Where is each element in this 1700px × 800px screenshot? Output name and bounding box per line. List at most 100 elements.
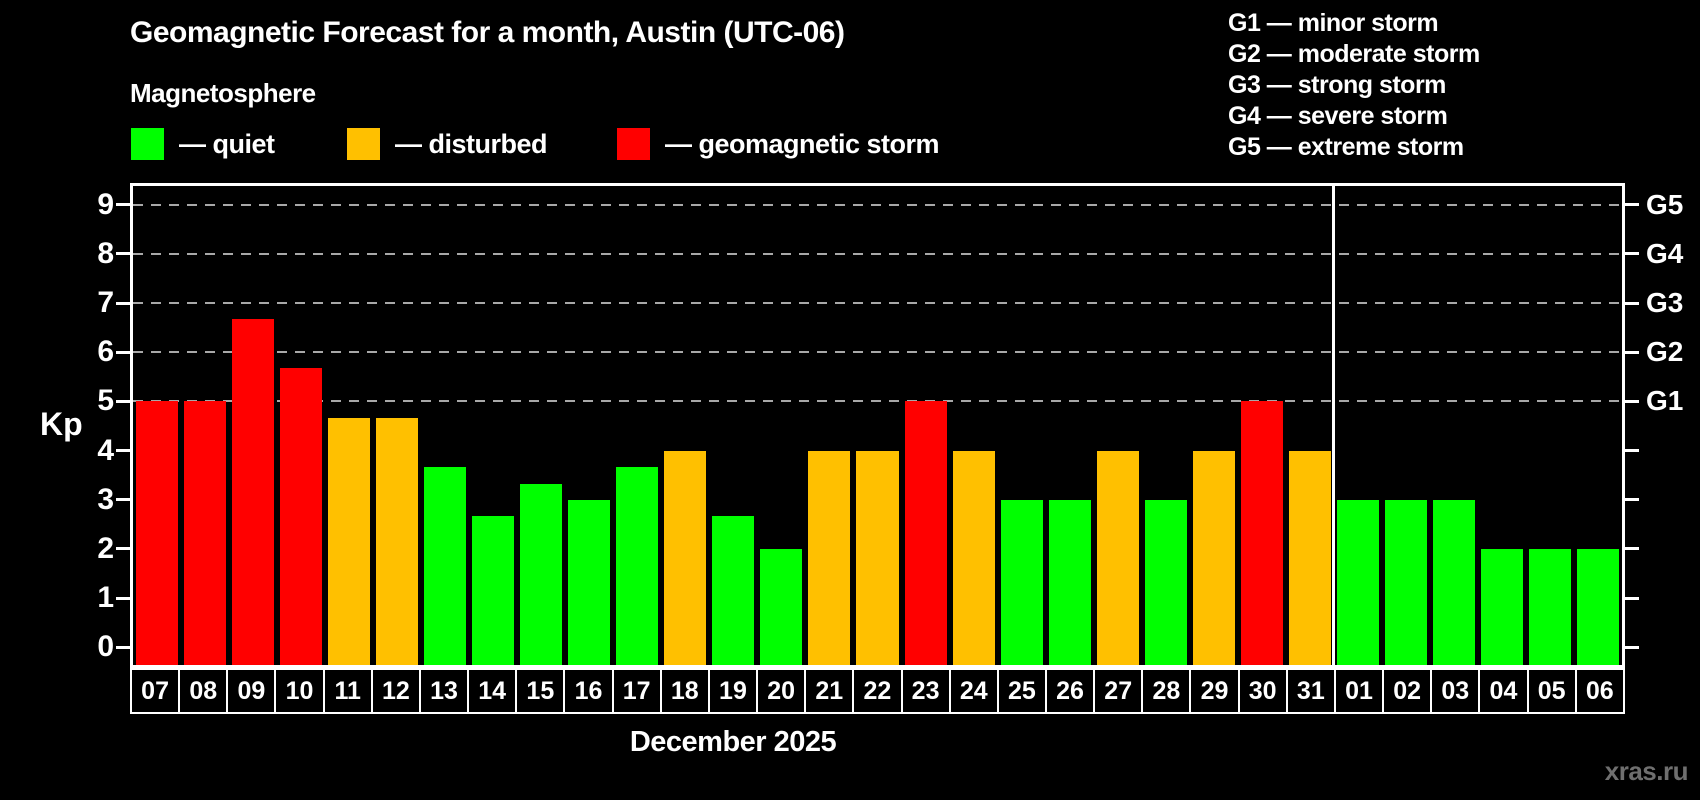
storm-label: — geomagnetic storm	[665, 128, 940, 159]
bar-day-12	[376, 417, 419, 665]
y-axis-label: Kp	[40, 406, 83, 442]
bar-day-19	[712, 516, 755, 665]
left-tick-kp-0	[116, 645, 130, 649]
bar-day-05	[1528, 548, 1571, 665]
y-tick-label-0: 0	[97, 630, 114, 664]
bar-day-11	[328, 417, 371, 665]
bar-day-28	[1144, 499, 1187, 665]
gridline-kp-7	[133, 302, 1622, 305]
right-axis-label-g1: G1	[1646, 385, 1684, 417]
day-label-09: 09	[226, 668, 277, 714]
day-label-18: 18	[659, 668, 710, 714]
g-scale-legend: G1 — minor storm G2 — moderate storm G3 …	[1228, 8, 1480, 163]
day-label-12: 12	[370, 668, 421, 714]
day-label-01: 01	[1333, 668, 1385, 714]
day-label-21: 21	[804, 668, 855, 714]
day-label-03: 03	[1430, 668, 1481, 714]
gridline-kp-6	[133, 351, 1622, 354]
left-tick-kp-5	[116, 399, 130, 403]
left-tick-kp-2	[116, 547, 130, 551]
day-label-13: 13	[418, 668, 470, 714]
bar-day-02	[1384, 499, 1427, 665]
disturbed-label: — disturbed	[395, 128, 548, 159]
right-tick-kp-3	[1625, 498, 1639, 502]
bar-day-22	[856, 450, 899, 665]
day-label-20: 20	[756, 668, 807, 714]
bar-day-13	[424, 466, 467, 665]
g-legend-line-g2: G2 — moderate storm	[1228, 40, 1480, 68]
bar-day-07	[136, 401, 179, 665]
gridline-kp-8	[133, 252, 1622, 255]
bar-day-10	[280, 368, 323, 665]
right-axis-label-g2: G2	[1646, 336, 1684, 368]
day-label-26: 26	[1044, 668, 1096, 714]
day-label-14: 14	[467, 668, 518, 714]
bar-day-30	[1240, 401, 1283, 665]
right-tick-kp-9	[1625, 203, 1639, 207]
right-axis-label-g4: G4	[1646, 237, 1684, 269]
bar-day-24	[952, 450, 995, 665]
magnetosphere-label: Magnetosphere	[130, 78, 316, 108]
left-tick-kp-4	[116, 449, 130, 453]
y-tick-label-1: 1	[97, 581, 114, 615]
bar-day-09	[232, 319, 275, 665]
month-divider-line	[1332, 186, 1336, 665]
bar-day-14	[472, 516, 515, 665]
month-label: December 2025	[629, 726, 837, 758]
quiet-label: — quiet	[179, 128, 275, 159]
bar-day-15	[520, 483, 563, 665]
y-tick-label-6: 6	[97, 335, 114, 369]
left-tick-kp-6	[116, 350, 130, 354]
right-tick-kp-2	[1625, 547, 1639, 551]
legend-item-disturbed: — disturbed	[347, 126, 548, 162]
left-tick-kp-7	[116, 301, 130, 305]
right-tick-kp-1	[1625, 596, 1639, 600]
left-tick-kp-3	[116, 498, 130, 502]
y-tick-label-4: 4	[97, 433, 114, 467]
day-label-17: 17	[611, 668, 662, 714]
y-tick-label-5: 5	[97, 384, 114, 418]
y-tick-label-3: 3	[97, 482, 114, 516]
bar-day-27	[1096, 450, 1139, 665]
day-label-22: 22	[852, 668, 903, 714]
plot-area	[130, 183, 1625, 668]
left-tick-kp-9	[116, 203, 130, 207]
day-label-25: 25	[996, 668, 1047, 714]
day-label-04: 04	[1478, 668, 1529, 714]
y-tick-label-8: 8	[97, 236, 114, 270]
day-label-28: 28	[1141, 668, 1192, 714]
right-tick-kp-5	[1625, 399, 1639, 403]
day-label-16: 16	[563, 668, 614, 714]
day-label-10: 10	[274, 668, 325, 714]
day-label-05: 05	[1526, 668, 1577, 714]
gridline-kp-9	[133, 203, 1622, 206]
bar-day-29	[1192, 450, 1235, 665]
left-tick-kp-1	[116, 596, 130, 600]
right-tick-kp-6	[1625, 350, 1639, 354]
day-label-31: 31	[1285, 668, 1336, 714]
bar-day-31	[1288, 450, 1331, 665]
day-label-24: 24	[948, 668, 999, 714]
right-tick-kp-8	[1625, 252, 1639, 256]
right-tick-kp-0	[1625, 645, 1639, 649]
y-tick-label-2: 2	[97, 531, 114, 565]
right-axis-label-g3: G3	[1646, 287, 1684, 319]
bar-day-23	[904, 401, 947, 665]
bar-day-03	[1432, 499, 1475, 665]
legend-item-quiet: — quiet	[131, 126, 275, 162]
bar-day-08	[184, 401, 227, 665]
left-tick-kp-8	[116, 252, 130, 256]
x-axis-day-labels: 07 08 09 10 11 12 13 14 15 16 17 18 19 20 21 22 23 24 25 26…	[130, 668, 1625, 714]
day-label-08: 08	[178, 668, 229, 714]
bar-day-04	[1480, 548, 1523, 665]
day-label-02: 02	[1382, 668, 1433, 714]
day-label-19: 19	[707, 668, 759, 714]
day-label-07: 07	[130, 668, 181, 714]
bar-day-18	[664, 450, 707, 665]
day-label-11: 11	[322, 668, 373, 714]
bar-day-01	[1336, 499, 1379, 665]
gridline-kp-5	[133, 400, 1622, 403]
g-legend-line-g5: G5 — extreme storm	[1228, 133, 1464, 161]
bar-day-16	[568, 499, 611, 665]
